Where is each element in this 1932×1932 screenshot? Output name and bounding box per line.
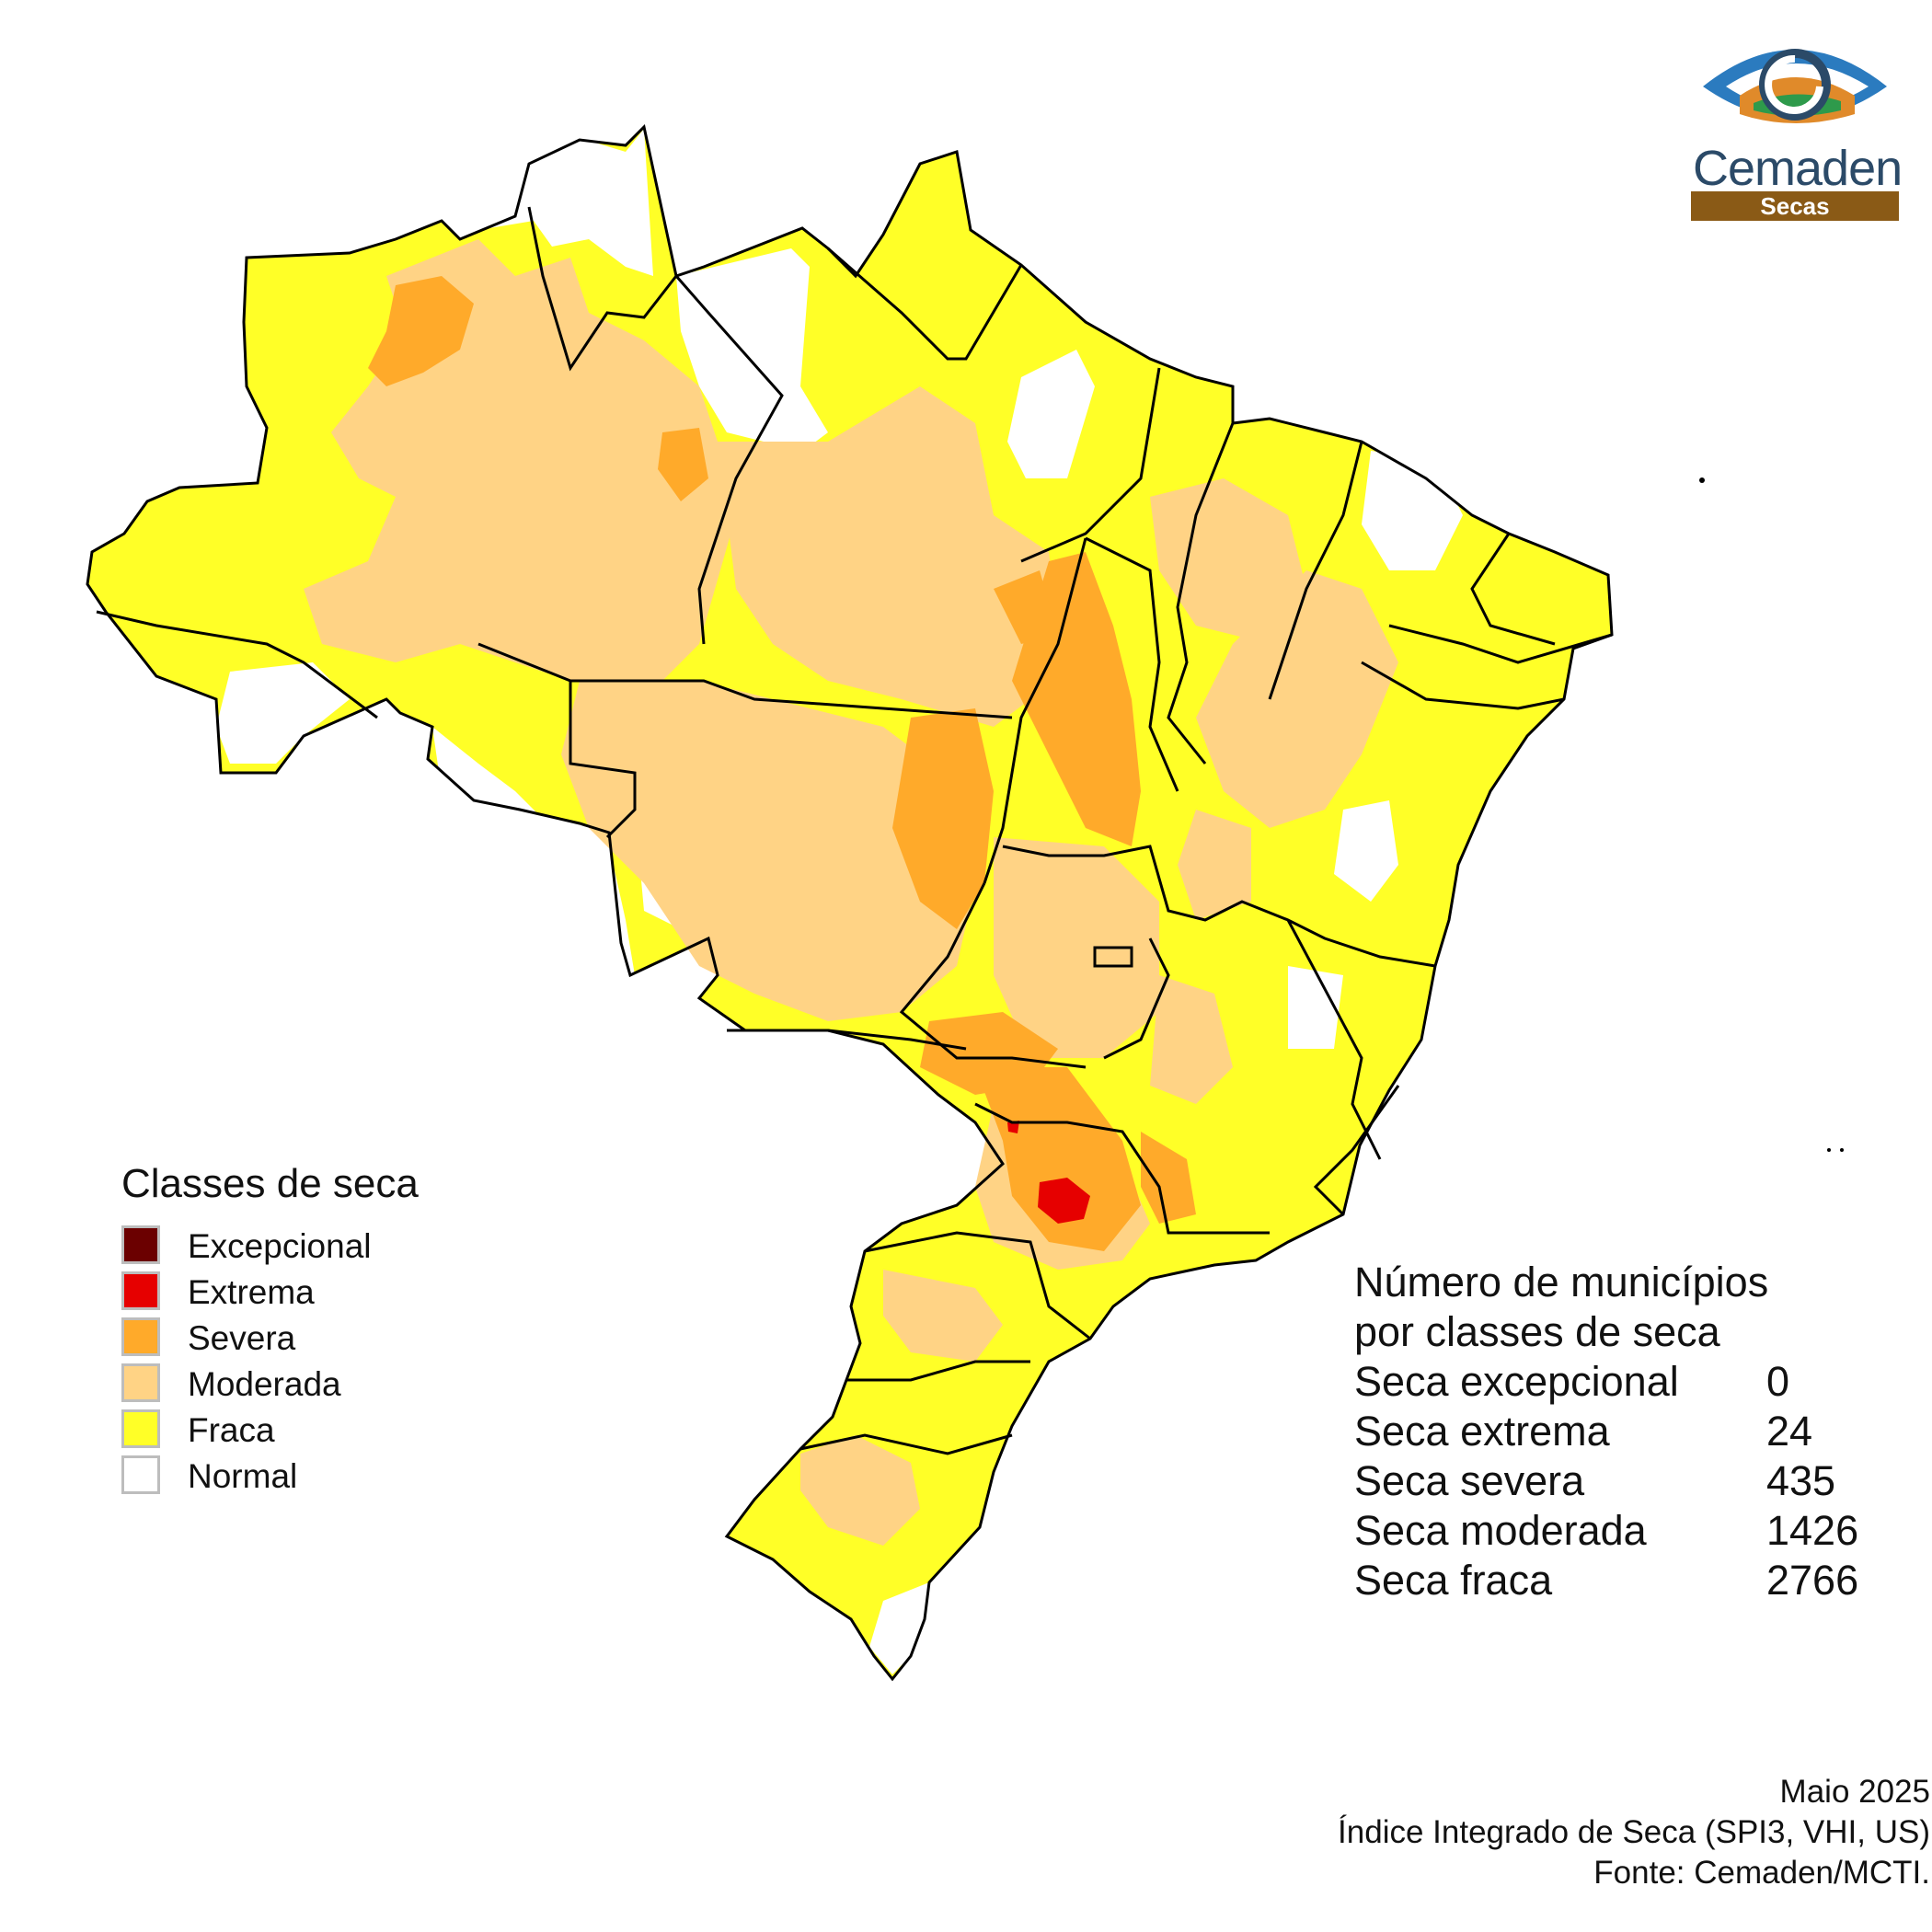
moderada-region-rs (800, 1435, 920, 1546)
count-label: Seca excepcional (1354, 1358, 1679, 1405)
normal-region-bahia (1334, 800, 1398, 902)
border-minas-sp (974, 1102, 1270, 1235)
border-tocantins-bahia-goias (1002, 845, 1436, 968)
legend-swatch (121, 1271, 160, 1310)
footer-source: Fonte: Cemaden/MCTI. (1593, 1855, 1930, 1891)
border-tocantins-maranhao (1085, 536, 1179, 792)
normal-region-rs-south (869, 1582, 929, 1674)
border-ceara-rn (1470, 533, 1556, 646)
border-rondonia-mt (569, 681, 637, 839)
legend-label: Excepcional (188, 1227, 372, 1265)
legend-label: Extrema (188, 1273, 315, 1311)
cemaden-logo: Cemaden Secas (1689, 22, 1903, 226)
normal-region-acre (216, 662, 350, 764)
legend-swatch (121, 1409, 160, 1448)
counts-title-line1: Número de municípios (1354, 1259, 1769, 1305)
border-mt-goias (899, 882, 1087, 1069)
normal-region-para-north (676, 248, 828, 460)
normal-region-rondonia-south (432, 727, 635, 975)
border-ms-mt (727, 1029, 967, 1051)
border-federal-district (1093, 946, 1133, 968)
legend-title: Classes de seca (121, 1161, 419, 1206)
count-label: Seca extrema (1354, 1408, 1610, 1455)
counts-title-line2: por classes de seca (1354, 1308, 1720, 1355)
count-value: 2766 (1766, 1557, 1859, 1604)
state-borders (96, 206, 1613, 1455)
border-acre-amazonas (96, 610, 378, 719)
footer-index: Índice Integrado de Seca (SPI3, VHI, US) (1338, 1814, 1930, 1850)
normal-region-amapa (1007, 350, 1095, 478)
moderada-region-goias (994, 837, 1159, 1058)
moderada-region-nordeste (1196, 570, 1398, 828)
border-para-maranhao (1020, 367, 1161, 563)
normal-region-ceara-north (1362, 451, 1463, 570)
legend-label: Severa (188, 1319, 296, 1357)
normal-region-minas-east (1288, 966, 1343, 1049)
moderada-region-minas (1150, 975, 1233, 1104)
moderada-region-para (718, 386, 1058, 727)
legend-label: Moderada (188, 1365, 341, 1403)
logo-subtitle: Secas (1691, 191, 1899, 221)
legend-swatch (121, 1317, 160, 1356)
count-value: 24 (1766, 1408, 1813, 1455)
legend-swatch (121, 1225, 160, 1264)
moderada-region-parana (883, 1270, 1003, 1362)
count-value: 1426 (1766, 1507, 1859, 1554)
island-dot (1699, 477, 1705, 483)
border-pb-pe (1388, 624, 1613, 664)
normal-region-roraima (451, 129, 653, 276)
severa-region-sao-paulo (975, 1067, 1141, 1251)
border-para-tocantins (983, 537, 1087, 884)
island-dot (1827, 1148, 1831, 1152)
extrema-region-sao-paulo (1038, 1178, 1090, 1224)
moderada-region-maranhao (1150, 478, 1306, 644)
count-value: 0 (1766, 1358, 1790, 1405)
border-sc-rs (799, 1433, 1013, 1455)
severa-region-para-east (994, 570, 1058, 644)
severa-region-amazonas-center (658, 428, 708, 501)
count-label: Seca moderada (1354, 1507, 1647, 1554)
brazil-outline (86, 123, 1614, 1682)
border-roraima-amazonas (527, 206, 678, 372)
legend-swatch (121, 1455, 160, 1494)
border-parana-sc (846, 1360, 1030, 1382)
island-dot (1840, 1148, 1844, 1152)
border-maranhao-piaui (1167, 422, 1235, 765)
border-para-amapa (827, 247, 1023, 361)
legend-label: Fraca (188, 1411, 275, 1449)
severa-region-mato-grosso-east (892, 708, 994, 929)
severa-areas (368, 276, 1196, 1251)
count-value: 435 (1766, 1457, 1836, 1504)
border-amazonas-para (674, 275, 784, 645)
severa-region-minas-west (1141, 1132, 1196, 1224)
moderada-region-bahia-sw (1178, 810, 1251, 920)
border-amazonas-mt (477, 642, 1013, 719)
border-pe-al (1361, 661, 1565, 710)
cemaden-eye-logo-icon (1703, 49, 1887, 123)
legend-swatch (121, 1363, 160, 1402)
logo-name: Cemaden (1693, 141, 1903, 196)
border-goias-minas (1103, 937, 1170, 1060)
islands (1699, 477, 1844, 1152)
footer-date: Maio 2025 (1779, 1774, 1930, 1810)
moderada-region-mato-grosso (561, 681, 975, 1021)
legend-label: Normal (188, 1457, 298, 1495)
border-piaui-ceara (1268, 441, 1363, 700)
border-minas-rj-es (1313, 1085, 1400, 1216)
count-label: Seca fraca (1354, 1557, 1553, 1604)
border-sp-parana (864, 1231, 1091, 1340)
severa-region-amazonas-north (368, 276, 474, 386)
count-label: Seca severa (1354, 1457, 1585, 1504)
